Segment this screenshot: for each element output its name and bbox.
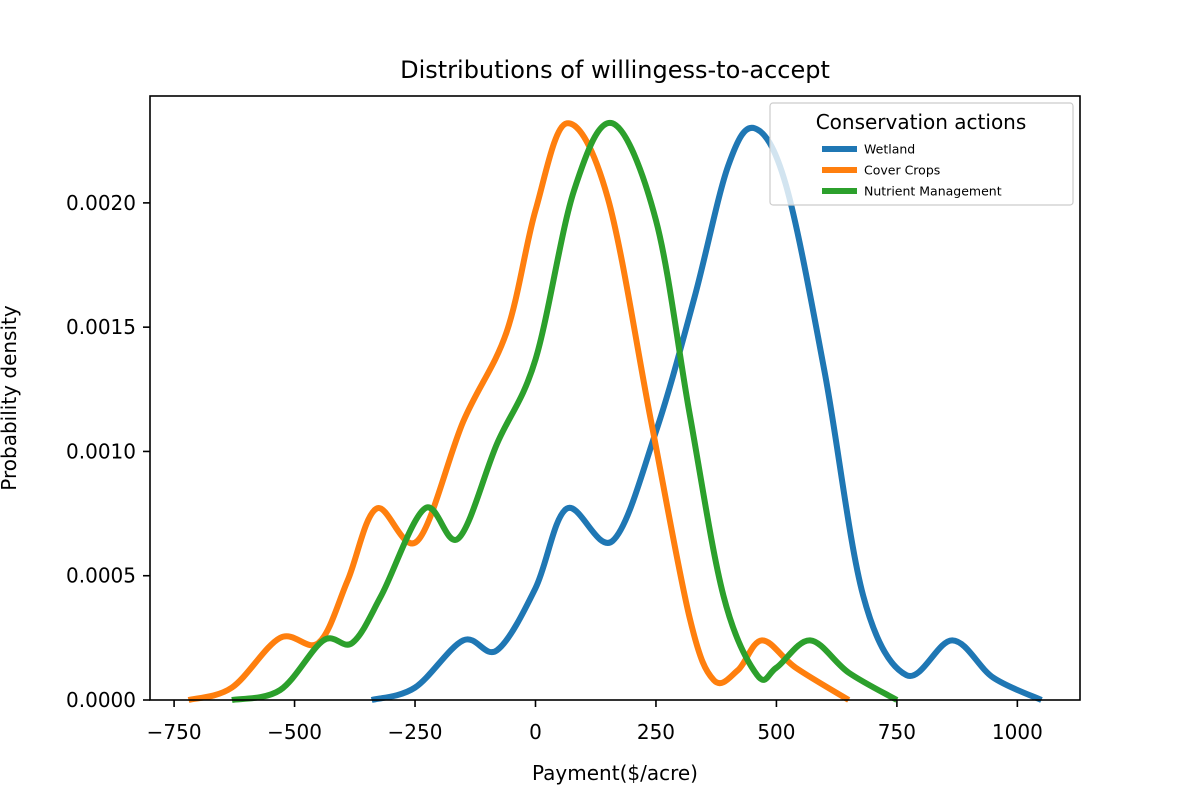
series-line-cover-crops [187, 120, 851, 703]
series-line-nutrient-management [231, 119, 899, 703]
series-layer [187, 119, 1043, 703]
x-axis-ticks: −750 −500 −250 0 250 500 750 1000 [147, 700, 1043, 744]
y-tick-label: 0.0020 [66, 191, 136, 215]
x-tick-label: 500 [757, 720, 795, 744]
legend-box [769, 102, 1074, 206]
x-tick-label: 250 [637, 720, 675, 744]
y-axis-ticks: 0.0000 0.0005 0.0010 0.0015 0.0020 [66, 191, 150, 712]
x-axis-label: Payment($/acre) [532, 761, 698, 785]
chart-title: Distributions of willingess-to-accept [400, 56, 830, 84]
plot-frame [149, 95, 1081, 701]
x-tick-label: 750 [878, 720, 916, 744]
legend-label-wetland: Wetland [864, 142, 915, 157]
legend-label-cover-crops: Cover Crops [864, 163, 940, 178]
legend-entries: Wetland Cover Crops Nutrient Management [822, 142, 1002, 199]
y-axis-label: Probability density [0, 305, 21, 491]
series-line-wetland [370, 124, 1043, 703]
y-tick-label: 0.0015 [66, 315, 136, 339]
x-tick-label: 1000 [992, 720, 1043, 744]
legend-title: Conservation actions [816, 110, 1027, 134]
x-tick-label: −750 [147, 720, 202, 744]
x-tick-label: 0 [529, 720, 542, 744]
y-tick-label: 0.0005 [66, 564, 136, 588]
x-tick-label: −250 [388, 720, 443, 744]
y-tick-label: 0.0010 [66, 439, 136, 463]
x-tick-label: −500 [267, 720, 322, 744]
legend-label-nutrient-management: Nutrient Management [864, 184, 1002, 199]
legend: Conservation actions Wetland Cover Crops N… [769, 102, 1074, 206]
y-tick-label: 0.0000 [66, 688, 136, 712]
